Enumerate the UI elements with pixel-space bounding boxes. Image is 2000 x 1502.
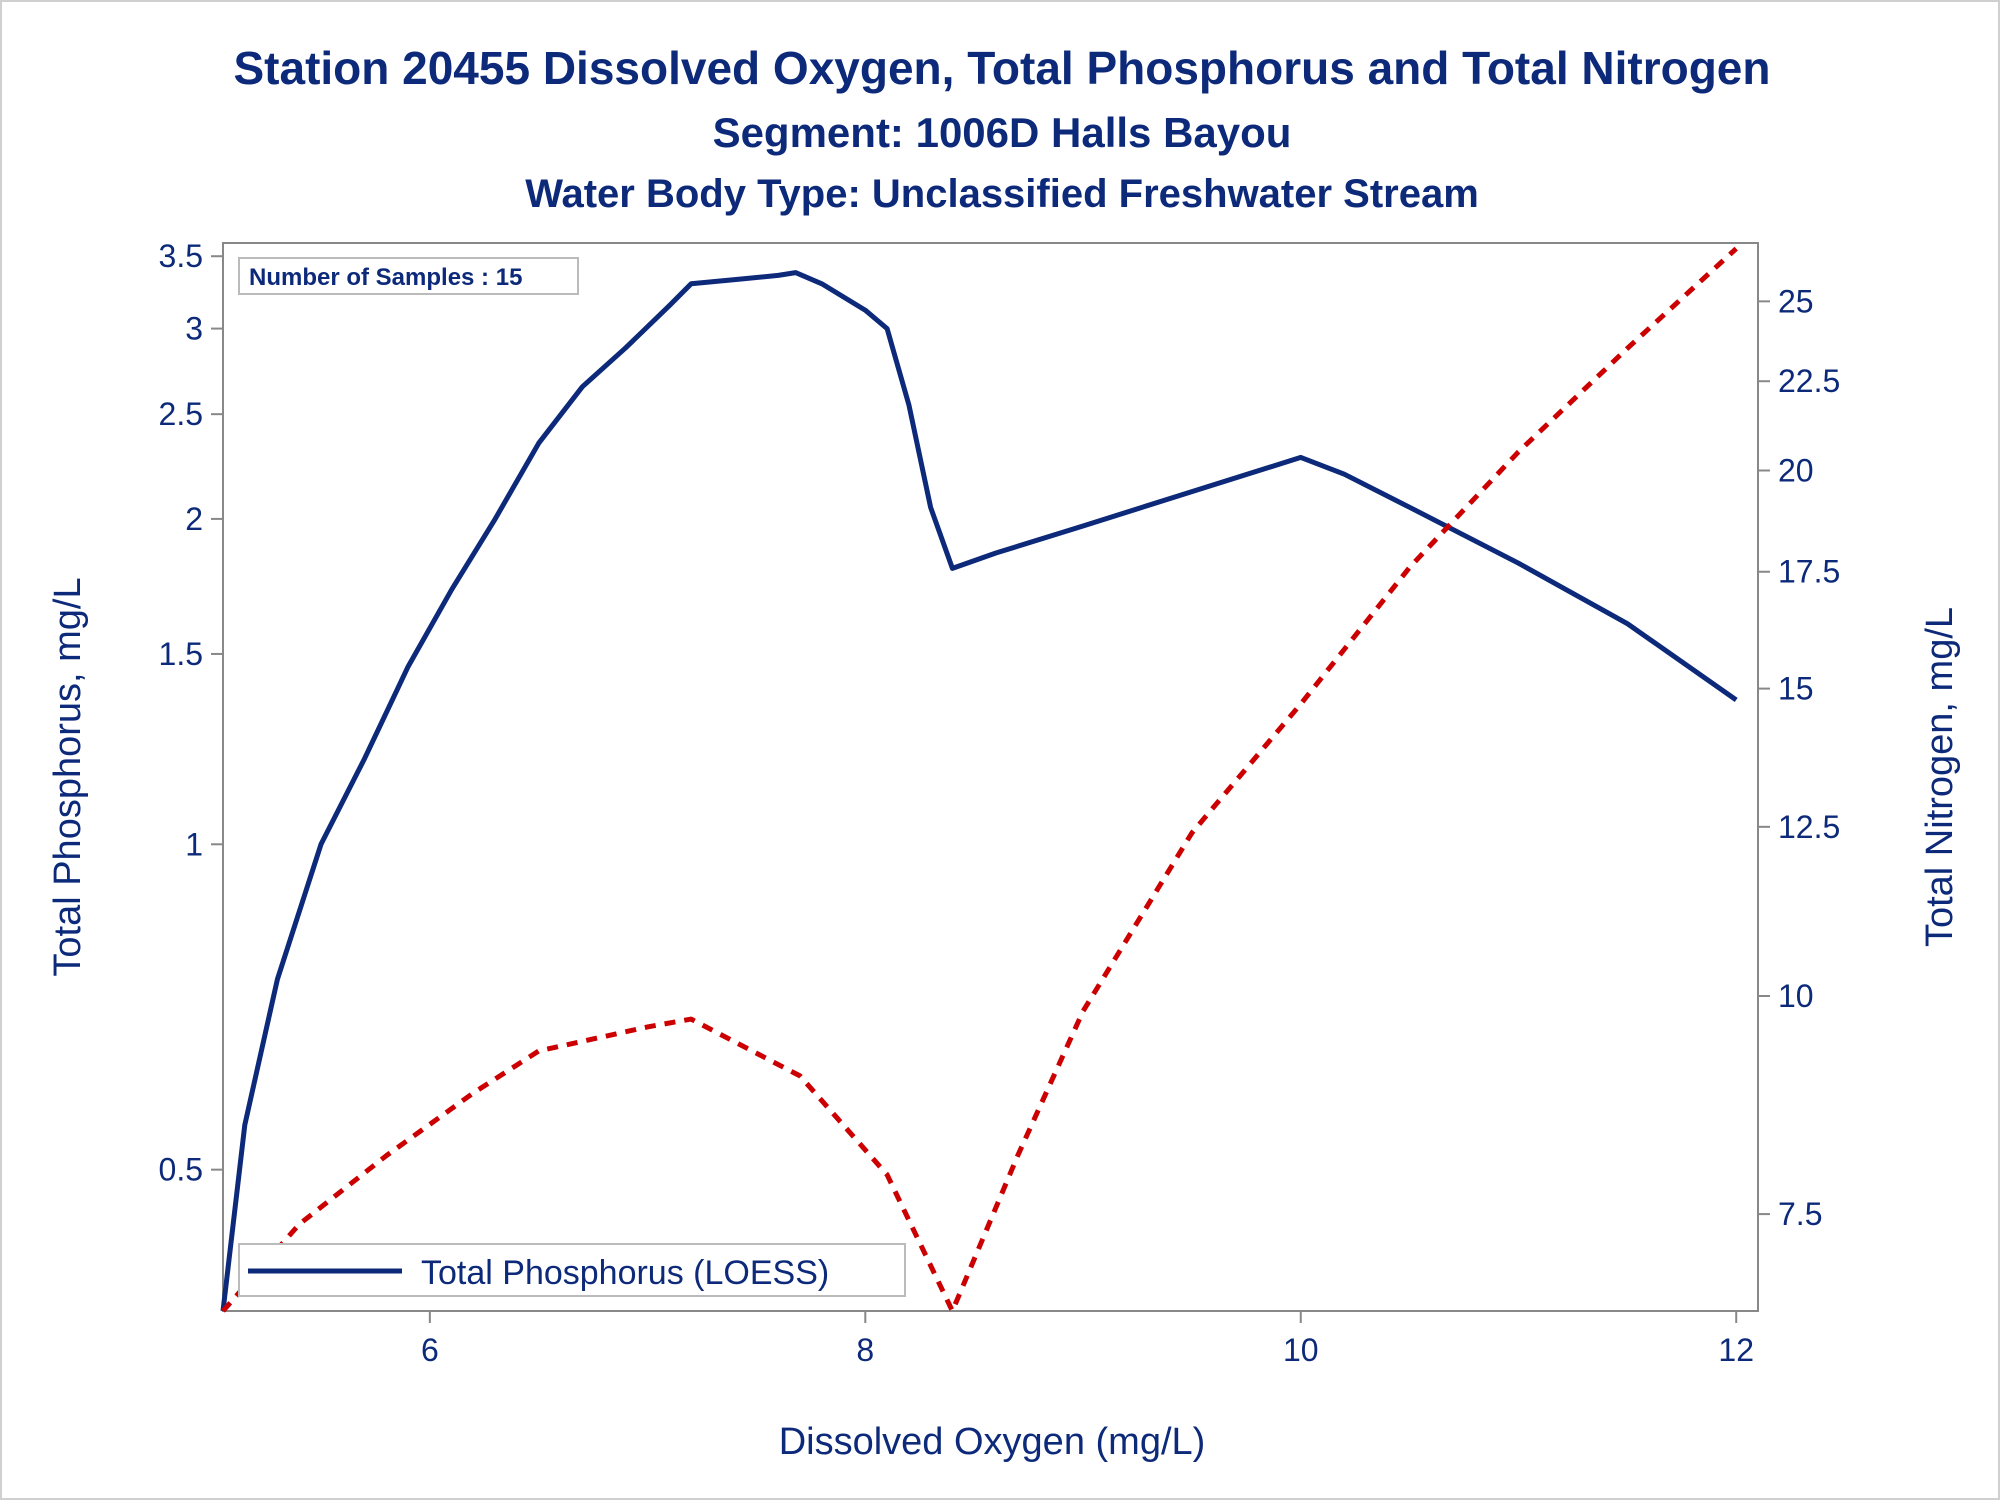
y2-axis-ticks: 7.5 10 12.5 15 17.5 20 22.5 25 [1758,283,1840,1232]
y2-tick-label: 17.5 [1778,554,1840,590]
y2-tick-label: 10 [1778,978,1814,1014]
x-axis-label: Dissolved Oxygen (mg/L) [779,1421,1206,1463]
y-axis-label: Total Phosphorus, mg/L [47,577,89,976]
chart-subtitle-segment: Segment: 1006D Halls Bayou [713,109,1292,156]
series-line-total-phosphorus [220,270,1738,1312]
series-layer [220,246,1738,1314]
y2-tick-label: 22.5 [1778,363,1840,399]
y-tick-label: 2 [185,501,203,537]
y2-tick-label: 12.5 [1778,809,1840,845]
y-tick-label: 3.5 [159,238,203,274]
chart-subtitle-waterbody: Water Body Type: Unclassified Freshwater… [525,172,1479,216]
legend-label-total-phosphorus: Total Phosphorus (LOESS) [421,1254,829,1292]
sample-count-box [238,257,579,295]
y2-tick-label: 25 [1778,283,1814,319]
chart-title: Station 20455 Dissolved Oxygen, Total Ph… [233,42,1770,94]
y-tick-label: 0.5 [159,1152,203,1188]
y2-tick-label: 15 [1778,671,1814,707]
series-line-total-nitrogen [221,246,1738,1314]
y-tick-label: 1 [185,826,203,862]
y-tick-label: 1.5 [159,636,203,672]
y-axis-ticks: 0.5 1 1.5 2 2.5 3 3.5 [159,238,223,1188]
x-tick-label: 6 [421,1332,439,1368]
x-tick-label: 8 [856,1332,874,1368]
x-tick-label: 10 [1283,1332,1319,1368]
y2-tick-label: 20 [1778,453,1814,489]
y-tick-label: 2.5 [159,396,203,432]
x-tick-label: 12 [1718,1332,1754,1368]
y-tick-label: 3 [185,311,203,347]
sample-count-text: Number of Samples : 15 [249,264,522,291]
x-axis-ticks: 6 8 10 12 [421,1311,1754,1368]
plot-area [222,242,1759,1312]
y2-tick-label: 7.5 [1778,1196,1822,1232]
y2-axis-label: Total Nitrogen, mg/L [1919,607,1961,947]
